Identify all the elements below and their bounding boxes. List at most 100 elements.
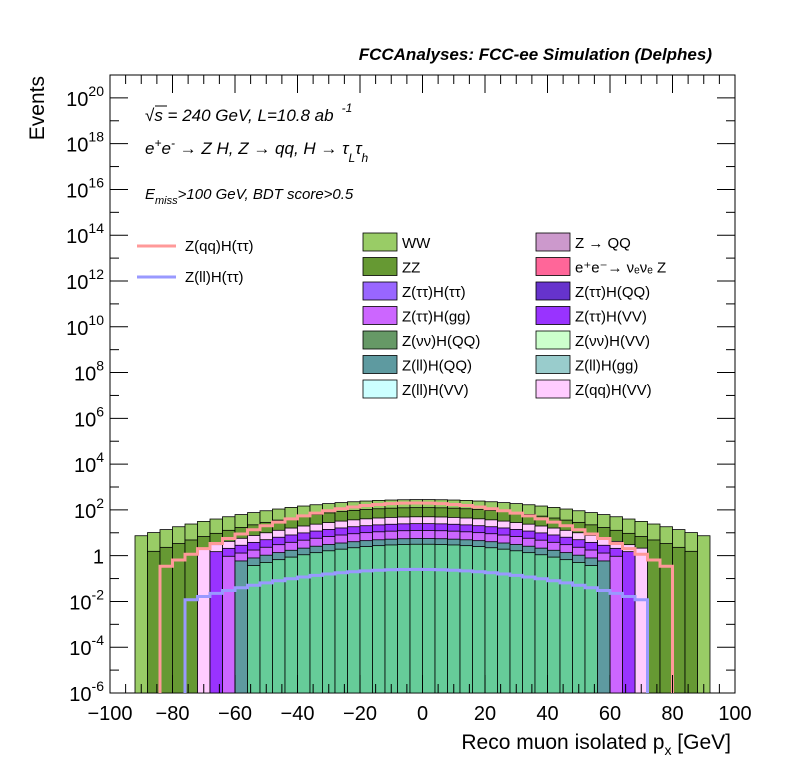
stack-bar-6-30	[484, 547, 498, 694]
stack-bar-6-37	[572, 562, 586, 694]
stack-bar-5-10	[234, 560, 248, 694]
stack-bar-1-6	[184, 539, 198, 694]
legend-swatch	[362, 379, 398, 399]
legend-swatch	[535, 379, 571, 399]
y-tick-labels: 1020 1018 1016 1014 1012 1010 108 106 104 102 1 10-…	[66, 83, 104, 706]
y-tick-label: 1014	[66, 220, 104, 248]
axis-ticks	[109, 74, 736, 694]
legend-swatch	[535, 281, 571, 301]
x-tick-label: −60	[218, 703, 252, 725]
y-tick-label: 1018	[66, 129, 104, 157]
header-title: FCCAnalyses: FCC-ee Simulation (Delphes)	[359, 45, 713, 64]
legend-label: Z(ll)H(gg)	[575, 358, 638, 375]
legend-label: Z(ττ)H(gg)	[402, 309, 471, 326]
legend-swatch	[535, 355, 571, 374]
stack-bar-6-19	[347, 547, 361, 694]
legend-label: Z(ττ)H(VV)	[575, 309, 647, 326]
stack-bar-6-18	[334, 548, 348, 694]
legend-swatch	[535, 232, 571, 252]
stack-bar-2-42	[634, 547, 648, 694]
background-legend: WW Z → QQ ZZ e⁺e⁻→ νₑνₑ Z Z(ττ)H(ττ) Z(ττ)H(Q…	[362, 232, 666, 399]
y-tick-label: 1010	[66, 312, 104, 340]
signal-legend-label: Z(ll)H(ττ)	[185, 269, 244, 286]
stack-bar-1-43	[647, 539, 661, 694]
stack-bar-6-20	[359, 546, 373, 694]
stack-bar-6-36	[559, 559, 573, 694]
y-tick-label: 108	[74, 358, 104, 386]
signal-curves	[158, 501, 674, 693]
y-tick-label: 1016	[66, 174, 104, 202]
stack-bar-1-46	[684, 550, 698, 694]
stack-bar-6-24	[409, 543, 423, 694]
x-tick-label: −20	[343, 703, 377, 725]
x-tick-label: −40	[281, 703, 315, 725]
legend-label: Z(ττ)H(QQ)	[575, 284, 650, 301]
stack-bar-3-8	[209, 551, 223, 694]
y-tick-label: 10-6	[69, 678, 104, 706]
y-tick-label: 1012	[66, 266, 104, 294]
y-tick-label: 106	[74, 403, 104, 431]
stack-bar-4-40	[609, 555, 623, 694]
stack-bar-6-28	[459, 545, 473, 694]
x-tick-label: 40	[536, 703, 558, 725]
legend-swatch	[362, 330, 398, 350]
signal-curve-1	[183, 567, 649, 693]
legend-swatch	[362, 306, 398, 325]
y-tick-label: 1020	[66, 83, 104, 111]
stack-bar-1-5	[172, 543, 186, 694]
y-tick-label: 10-2	[69, 586, 104, 614]
legend-label: Z(νν)H(QQ)	[402, 333, 480, 350]
y-tick-label: 102	[74, 495, 104, 523]
stack-bar-6-26	[434, 544, 448, 694]
legend-label: Z(ll)H(QQ)	[402, 358, 472, 375]
stack-bar-6-34	[534, 554, 548, 694]
stack-bar-1-4	[159, 546, 173, 694]
y-tick-label: 104	[74, 449, 104, 477]
stack-bar-6-25	[422, 543, 436, 694]
process-annotation: e+e- → Z H, Z → qq, H → τLτh	[145, 136, 369, 165]
legend-label: Z(ττ)H(ττ)	[402, 284, 466, 301]
x-tick-label: 80	[661, 703, 683, 725]
legend-label: Z → QQ	[575, 235, 631, 252]
stack-bar-2-7	[197, 547, 211, 694]
signal-curve-0	[158, 501, 674, 693]
stack-bar-6-33	[522, 552, 536, 694]
x-tick-label: −80	[156, 703, 190, 725]
stack-bar-6-29	[472, 546, 486, 694]
legend-swatch	[362, 281, 398, 301]
legend-label: Z(νν)H(VV)	[575, 333, 650, 350]
stack-bar-4-9	[222, 555, 236, 694]
legend-swatch	[362, 257, 398, 276]
y-tick-label: 1	[93, 547, 104, 569]
legend-swatch	[362, 355, 398, 374]
stack-bar-1-45	[672, 546, 686, 694]
y-tick-label: 10-4	[69, 632, 104, 660]
stack-bar-6-17	[322, 550, 336, 694]
signal-legend-label: Z(qq)H(ττ)	[185, 238, 254, 255]
stack-bar-6-27	[447, 544, 461, 694]
stack-bar-3-41	[622, 551, 636, 694]
stack-bar-6-16	[309, 552, 323, 694]
stack-bar-1-3	[147, 550, 161, 694]
signal-legend: Z(qq)H(ττ) Z(ll)H(ττ)	[137, 238, 254, 286]
stack-bar-6-22	[384, 544, 398, 694]
legend-swatch	[535, 257, 571, 276]
cuts-annotation: Emiss>100 GeV, BDT score>0.5	[145, 186, 354, 207]
legend-label: WW	[402, 235, 431, 252]
stack-bar-6-23	[397, 544, 411, 694]
legend-label: e⁺e⁻→ νₑνₑ Z	[575, 260, 666, 277]
x-tick-label: 60	[599, 703, 621, 725]
stack-bar-6-32	[509, 550, 523, 694]
legend-swatch	[362, 232, 398, 252]
x-tick-label: 0	[417, 703, 428, 725]
x-tick-labels: −100 −80 −60 −40 −20 0 20 40 60 80 100	[87, 703, 751, 725]
legend-label: ZZ	[402, 260, 420, 277]
legend-label: Z(qq)H(VV)	[575, 382, 652, 399]
x-axis-title: Reco muon isolated px [GeV]	[461, 731, 731, 758]
x-tick-label: 20	[474, 703, 496, 725]
stack-bar-6-31	[497, 548, 511, 694]
stack-bar-0-2	[134, 535, 148, 694]
stack-bar-6-35	[547, 556, 561, 694]
stack-bar-0-47	[697, 535, 711, 694]
